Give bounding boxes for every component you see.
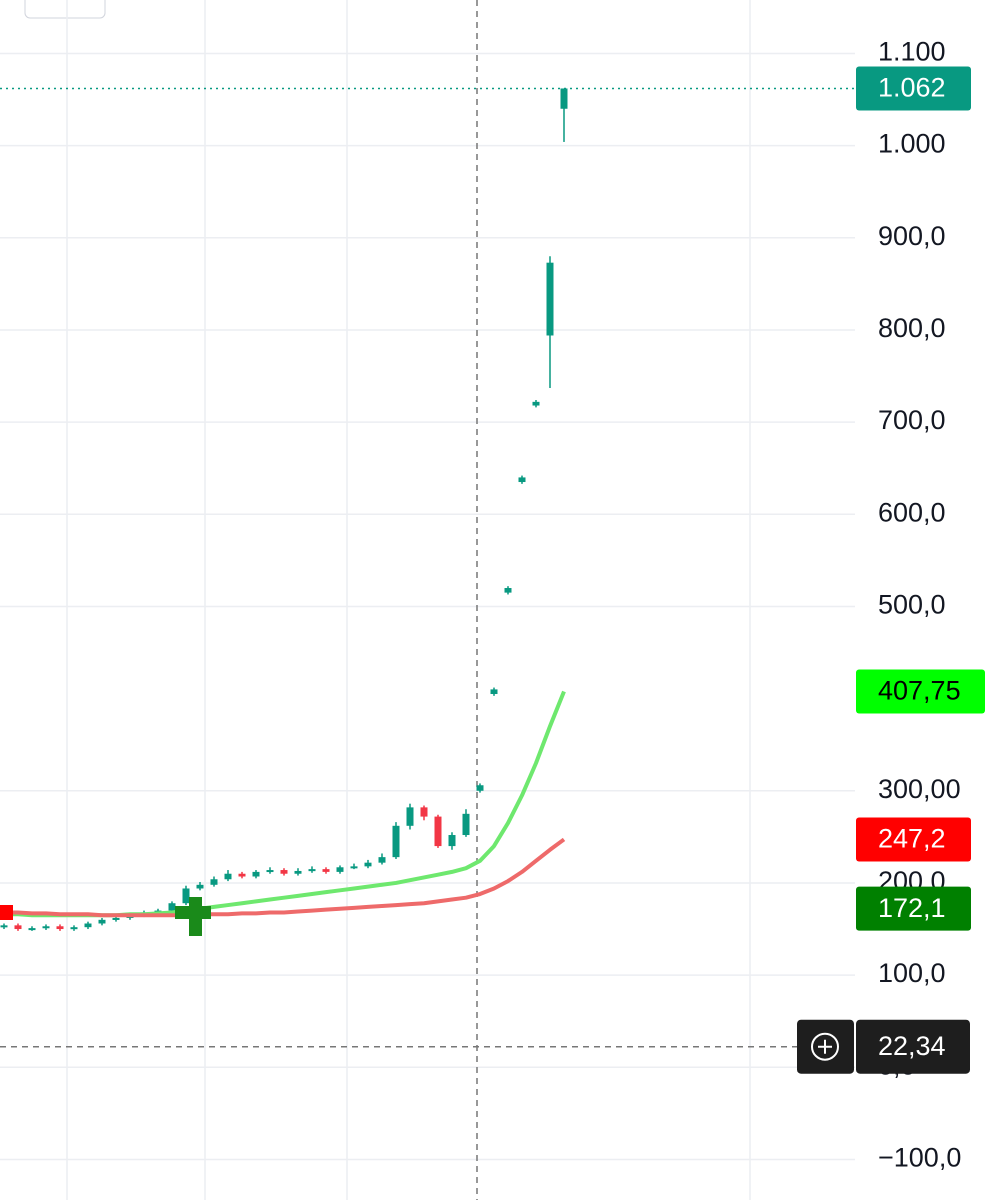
candle-body	[434, 816, 442, 847]
candle-body	[490, 689, 498, 695]
price-label-box	[856, 66, 971, 111]
candle-body	[476, 785, 484, 791]
candle-body	[14, 925, 22, 930]
candle-body	[168, 903, 176, 911]
candle-body	[560, 88, 568, 109]
moving-average	[4, 837, 566, 918]
candle-body	[532, 401, 540, 406]
candle-body	[392, 825, 400, 858]
candle-body	[56, 926, 64, 930]
candle-body	[504, 588, 512, 593]
y-tick-label: −100,0	[878, 1143, 961, 1173]
price-label-box	[856, 669, 985, 714]
add-icon-plus	[818, 1039, 832, 1054]
candle-body	[0, 925, 8, 928]
candle-body	[42, 926, 50, 929]
candle-body	[280, 870, 288, 874]
candle-body	[266, 870, 274, 873]
candle-body	[308, 869, 316, 872]
candle-body	[518, 477, 526, 483]
y-tick-label: 800,0	[878, 313, 946, 343]
candle-body	[322, 869, 330, 872]
plot	[0, 88, 568, 931]
candle-body	[84, 923, 92, 928]
crosshair-label-box	[856, 1019, 970, 1074]
y-tick-label: 1.000	[878, 129, 946, 159]
y-tick-label: 300,00	[878, 774, 961, 804]
y-tick-label: 500,0	[878, 590, 946, 620]
candle-body	[462, 813, 470, 836]
candle-body	[294, 870, 302, 874]
candle-body	[196, 884, 204, 889]
candle-body	[70, 927, 78, 930]
candle-body	[336, 867, 344, 872]
signal-marker	[0, 905, 13, 920]
candle-body	[224, 873, 232, 880]
signal-cross	[175, 897, 211, 936]
candle-body	[448, 835, 456, 847]
y-tick-label: 1.100	[878, 37, 946, 67]
candle-body	[364, 862, 372, 867]
y-tick-label: 900,0	[878, 221, 946, 251]
y-tick-label: 700,0	[878, 405, 946, 435]
price-label-box	[856, 886, 971, 931]
candle-body	[238, 873, 246, 877]
candle-body	[98, 919, 106, 924]
candle-body	[420, 807, 428, 817]
candle-body	[112, 917, 120, 920]
price-label-box	[856, 817, 971, 862]
candle-body	[252, 871, 260, 877]
candle-body	[378, 857, 386, 863]
price-label: 172,1	[878, 893, 946, 923]
candle-body	[406, 807, 414, 826]
v-grid	[66, 0, 751, 1200]
y-tick-label: 600,0	[878, 497, 946, 527]
candle-body	[182, 888, 190, 904]
price-label: 1.062	[878, 73, 946, 103]
price-labels: 1.062 407,75 247,2 172,1 22,34	[0, 66, 985, 1074]
candle-body	[546, 262, 554, 336]
price-label: 247,2	[878, 824, 946, 854]
price-label: 407,75	[878, 676, 961, 706]
crosshair-label: 22,34	[878, 1031, 946, 1061]
add-icon	[811, 1032, 839, 1061]
candle-body	[350, 866, 358, 869]
candle-body	[210, 879, 218, 885]
toolbar-button[interactable]	[24, 0, 106, 19]
y-tick-label: 100,0	[878, 958, 946, 988]
h-grid	[0, 52, 855, 1161]
candle-body	[28, 928, 36, 931]
